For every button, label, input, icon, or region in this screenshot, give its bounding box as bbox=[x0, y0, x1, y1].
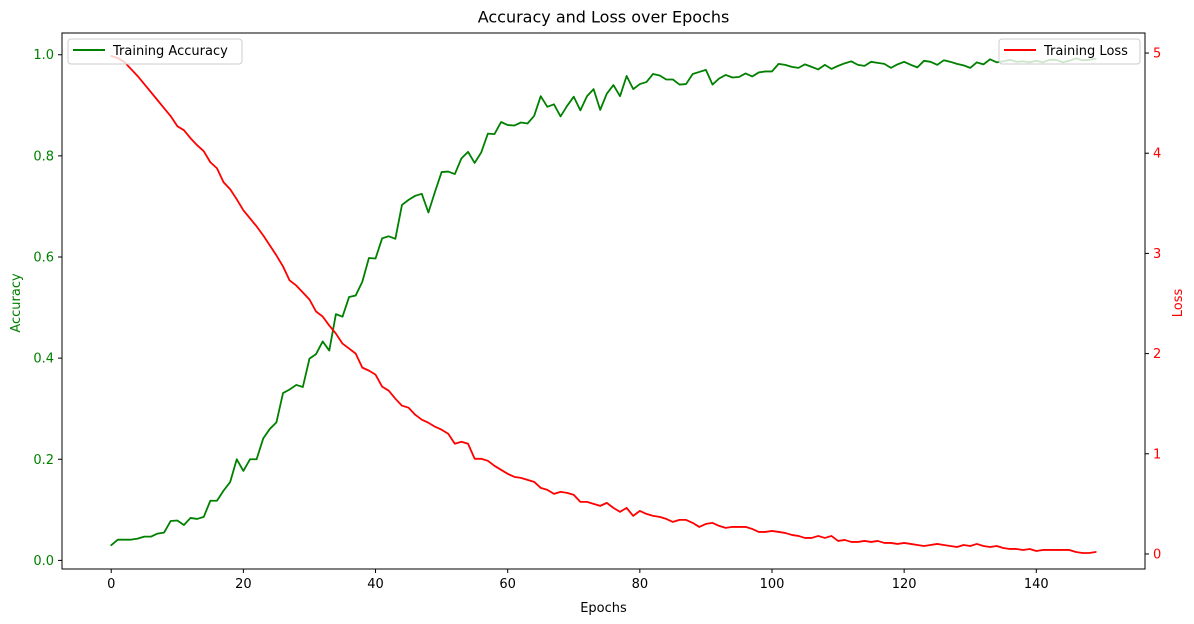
x-tick-label: 80 bbox=[632, 577, 649, 592]
x-tick-label: 120 bbox=[892, 577, 917, 592]
x-tick-label: 140 bbox=[1024, 577, 1049, 592]
loss-series-line bbox=[110, 55, 1097, 554]
legend-loss-label: Training Loss bbox=[1043, 44, 1128, 59]
right-y-tick-label: 1 bbox=[1153, 447, 1161, 462]
right-y-tick-label: 4 bbox=[1153, 147, 1161, 162]
accuracy-series-line bbox=[110, 57, 1097, 547]
x-tick-label: 40 bbox=[367, 577, 384, 592]
x-tick-label: 0 bbox=[107, 577, 115, 592]
left-y-tick-label: 0.0 bbox=[33, 554, 54, 569]
legend-loss: Training Loss bbox=[998, 38, 1141, 65]
x-axis: 0 20 40 60 80 100 120 140 bbox=[107, 569, 1049, 592]
left-y-tick-label: 0.8 bbox=[33, 149, 54, 164]
x-tick-label: 20 bbox=[235, 577, 252, 592]
plot-frame bbox=[61, 32, 1146, 570]
right-y-tick-label: 5 bbox=[1153, 47, 1161, 62]
legend-accuracy-box bbox=[67, 38, 243, 65]
left-y-tick-label: 0.6 bbox=[33, 251, 54, 266]
x-axis-label: Epochs bbox=[580, 601, 627, 616]
left-y-tick-label: 0.4 bbox=[33, 352, 54, 367]
left-y-tick-label: 1.0 bbox=[33, 48, 54, 63]
right-y-axis-label: Loss bbox=[1171, 289, 1186, 318]
right-y-tick-label: 0 bbox=[1153, 547, 1161, 562]
left-y-tick-label: 0.2 bbox=[33, 453, 54, 468]
left-y-axis-label: Accuracy bbox=[9, 273, 24, 333]
legend-loss-box bbox=[998, 38, 1141, 65]
x-tick-label: 60 bbox=[499, 577, 516, 592]
right-y-axis: 0 1 2 3 4 5 bbox=[1145, 47, 1161, 562]
legend-accuracy: Training Accuracy bbox=[67, 38, 243, 65]
chart-title: Accuracy and Loss over Epochs bbox=[478, 8, 730, 27]
series-layer bbox=[110, 55, 1097, 554]
right-y-tick-label: 2 bbox=[1153, 347, 1161, 362]
plot-area bbox=[62, 33, 1145, 569]
legend-accuracy-label: Training Accuracy bbox=[112, 44, 228, 59]
x-tick-label: 100 bbox=[760, 577, 785, 592]
left-y-axis: 0.0 0.2 0.4 0.6 0.8 1.0 bbox=[33, 48, 62, 569]
right-y-tick-label: 3 bbox=[1153, 247, 1161, 262]
